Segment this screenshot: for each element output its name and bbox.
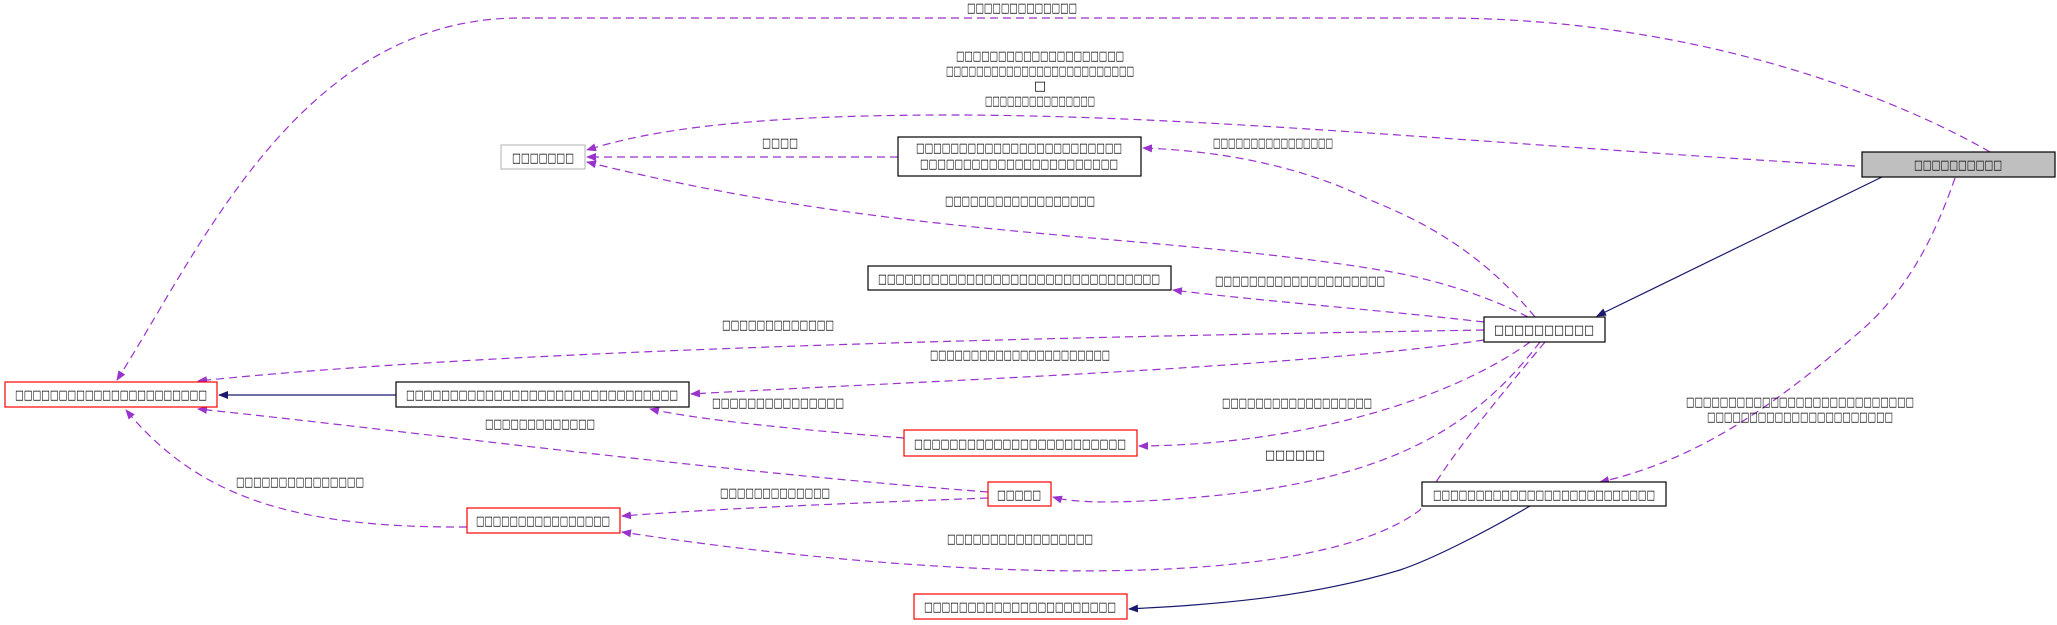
edge-n11-n12	[1128, 505, 1531, 613]
node-n6[interactable]: □□□□□□□□□□□□□□□□□□□□□□	[4, 381, 218, 408]
edge-n1-n3	[586, 114, 1856, 167]
edge-label-n1-n3: □□□□□□□□□□□□□□□	[985, 94, 1095, 109]
edge-n9-n10	[621, 497, 989, 520]
edge-n1-n2	[1596, 176, 1883, 317]
edge-label-n9-n6: □□□□□□□□□□□□□	[485, 417, 595, 432]
edge-n2-n3	[586, 160, 1529, 318]
node-label: □□□□□	[997, 488, 1041, 503]
edge-n1-n11	[1599, 177, 1956, 484]
node-label: □□□□□□□□□□	[1914, 158, 2002, 173]
edge-n2-n4	[1142, 144, 1536, 318]
edge-label-n1-n6: □□□□□□□□□□□□□	[967, 1, 1077, 16]
node-n3[interactable]: □□□□□□□	[500, 144, 586, 170]
edge-label-n9-n10: □□□□□□□□□□□□□	[720, 486, 830, 501]
edge-label-n8-n7: □□□□□□□□□□□□□□□	[712, 396, 844, 411]
edge-n2-n5	[1172, 287, 1485, 323]
node-label: □□□□□□□□□□□□□□□□□□□□□□	[15, 388, 207, 403]
edge-n2-n6	[197, 329, 1485, 385]
edge-label-n2-n7: □□□□□□□□□□□□□□□□□□□□□□	[930, 348, 1110, 363]
node-n2[interactable]: □□□□□□□□□□	[1483, 316, 1606, 343]
edge-label-n2-n10: □□□□□□□□□□□□□□□□□	[947, 532, 1093, 547]
node-n11[interactable]: □□□□□□□□□□□□□□□□□□□□□□□□□□	[1421, 481, 1667, 507]
node-label: □□□□□□□□□□	[1494, 323, 1594, 338]
node-n1[interactable]: □□□□□□□□□□	[1861, 151, 2056, 178]
edge-label-n2-n8: □□□□□□□□□□□□□□□□□□	[1222, 396, 1372, 411]
edge-n1-n6	[116, 17, 1991, 381]
edge-label-n2-n9: □□□□□□	[1265, 448, 1325, 463]
edge-n8-n7	[649, 407, 905, 439]
node-label: □□□□□□□□□□□□□□□□□□□□□□□	[920, 157, 1118, 172]
edge-label-n1-n11: □□□□□□□□□□□□□□□□□□□□□□	[1707, 410, 1893, 425]
edges	[116, 17, 1991, 613]
edge-n2-n7	[690, 339, 1485, 398]
node-label: □□□□□□□□□□□□□□□□□□□□□□□□	[916, 141, 1122, 156]
node-label: □□□□□□□□□□□□□□□□□□□□□□□□	[914, 437, 1126, 452]
edge-n2-n8	[1138, 341, 1531, 450]
edge-label-n1-n3: □	[1034, 79, 1046, 94]
edge-label-n1-n3: □□□□□□□□□□□□□□□□□□□□□□□□□	[946, 64, 1134, 79]
edge-n2-n10	[621, 341, 1546, 572]
edge-label-n2-n6: □□□□□□□□□□□□□	[722, 318, 834, 333]
edge-n9-n6	[197, 405, 989, 493]
node-label: □□□□□□□□□□□□□□□□□□□□□□□□□□□□□□□□	[878, 272, 1160, 287]
node-label: □□□□□□□□□□□□□□□□	[476, 514, 610, 529]
node-n8[interactable]: □□□□□□□□□□□□□□□□□□□□□□□□	[903, 429, 1138, 457]
edge-label-n2-n5: □□□□□□□□□□□□□□□□□□□□	[1215, 274, 1385, 289]
edge-label-n2-n3: □□□□□□□□□□□□□□□□□□	[945, 194, 1095, 209]
node-n10[interactable]: □□□□□□□□□□□□□□□□	[466, 507, 621, 534]
node-label: □□□□□□□□□□□□□□□□□□□□□□□□□□	[1433, 488, 1655, 503]
node-n7[interactable]: □□□□□□□□□□□□□□□□□□□□□□□□□□□□□□□	[395, 381, 690, 408]
node-label: □□□□□□□□□□□□□□□□□□□□□□□□□□□□□□□	[406, 388, 678, 403]
nodes: □□□□□□□□□□ □□□□□□□□□□ □□□□□□□ □□□□□□□□□□…	[4, 136, 2056, 620]
node-n5[interactable]: □□□□□□□□□□□□□□□□□□□□□□□□□□□□□□□□	[867, 265, 1172, 291]
edge-label-n2-n4: □□□□□□□□□□□□□□□□	[1213, 136, 1333, 151]
edge-label-n4-n3: □□□□	[762, 136, 798, 151]
node-label: □□□□□□□□□□□□□□□□□□□□□□	[924, 600, 1116, 615]
edge-label-n10-n6: □□□□□□□□□□□□□□□	[236, 475, 364, 490]
edge-labels: □□□□□□□□□□□□□ □□□□□□□□□□□□□□□□□□□□ □□□□□…	[236, 1, 1914, 547]
node-n4[interactable]: □□□□□□□□□□□□□□□□□□□□□□□□ □□□□□□□□□□□□□□□…	[897, 136, 1142, 177]
edge-label-n1-n3: □□□□□□□□□□□□□□□□□□□□	[956, 49, 1124, 64]
node-label: □□□□□□□	[512, 151, 574, 166]
node-n9[interactable]: □□□□□	[987, 481, 1052, 507]
edge-n2-n9	[1052, 341, 1541, 504]
node-n12[interactable]: □□□□□□□□□□□□□□□□□□□□□□	[913, 593, 1128, 620]
edge-n10-n6	[125, 409, 468, 528]
edge-label-n1-n11: □□□□□□□□□□□□□□□□□□□□□□□□□□□	[1686, 395, 1914, 410]
